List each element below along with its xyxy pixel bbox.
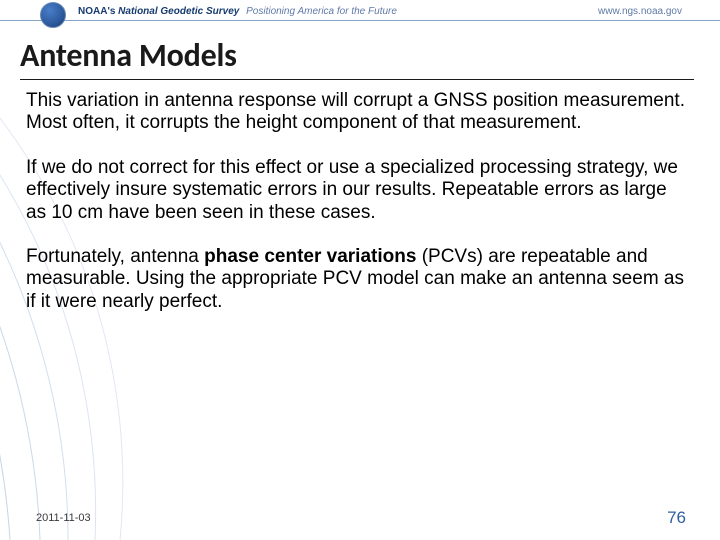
paragraph-1: This variation in antenna response will … xyxy=(26,90,686,135)
body-text: This variation in antenna response will … xyxy=(26,90,686,313)
header-bar: NOAA's National Geodetic Survey Position… xyxy=(0,0,720,22)
footer-page-number: 76 xyxy=(667,508,686,528)
page-title: Antenna Models xyxy=(20,36,694,75)
header-org-name: National Geodetic Survey xyxy=(118,6,239,17)
header-divider-line xyxy=(0,20,720,21)
header-url: www.ngs.noaa.gov xyxy=(598,6,682,17)
title-underline xyxy=(20,79,694,80)
slide-content: Antenna Models This variation in antenna… xyxy=(0,36,720,313)
paragraph-2: If we do not correct for this effect or … xyxy=(26,157,686,224)
paragraph-3: Fortunately, antenna phase center variat… xyxy=(26,246,686,313)
header-org-text: NOAA's National Geodetic Survey Position… xyxy=(78,6,397,17)
noaa-logo-icon xyxy=(40,2,66,28)
header-tagline: Positioning America for the Future xyxy=(246,6,397,17)
footer-date: 2011-11-03 xyxy=(36,512,91,524)
header-org-abbr: NOAA's xyxy=(78,6,115,17)
